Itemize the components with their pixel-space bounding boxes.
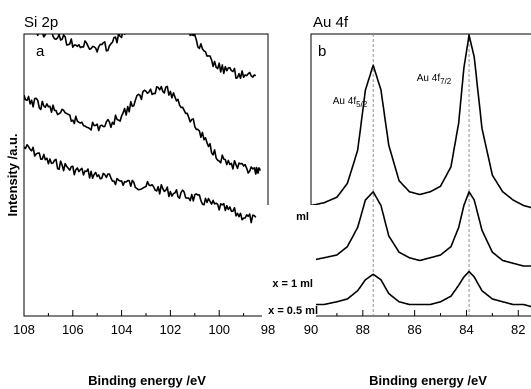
x-tick-label-a-104: 104 — [111, 322, 133, 337]
label-backdrop — [262, 205, 316, 317]
series-line-b-2 — [311, 270, 531, 308]
x-tick-label-a-106: 106 — [62, 322, 84, 337]
x-tick-label-b-84: 84 — [459, 322, 473, 337]
panel-a-series — [24, 34, 261, 224]
panel-b-frame — [310, 33, 531, 317]
x-tick-label-a-98: 98 — [261, 322, 275, 337]
panel-b-label: b — [318, 43, 326, 60]
series-label-05ml: x = 0.5 ml — [268, 305, 318, 317]
panel-b-title: Au 4f — [313, 14, 349, 31]
panel-a-frame — [23, 33, 269, 317]
series-line-b-0 — [311, 34, 531, 209]
panel-b-x-ticks: 90 88 86 84 82 — [304, 310, 526, 337]
series-label-ml: ml — [296, 211, 309, 223]
x-tick-label-b-86: 86 — [407, 322, 421, 337]
x-tick-label-b-90: 90 — [304, 322, 318, 337]
panel-a-ylabel: Intensity /a.u. — [5, 133, 20, 216]
peak-label-au4f52: Au 4f5/2 — [333, 96, 368, 109]
panel-b-reference-lines — [372, 34, 470, 316]
x-tick-label-a-100: 100 — [208, 322, 230, 337]
series-line-a-0 — [24, 143, 257, 224]
x-tick-label-b-88: 88 — [356, 322, 370, 337]
panel-a-title: Si 2p — [24, 14, 58, 31]
series-line-b-1 — [311, 191, 531, 267]
series-line-a-2 — [32, 34, 257, 80]
peak-label-au4f72: Au 4f7/2 — [417, 73, 452, 86]
panel-b-series — [311, 34, 531, 308]
x-tick-label-b-82: 82 — [511, 322, 525, 337]
x-tick-label-a-102: 102 — [160, 322, 182, 337]
panel-b-xlabel: Binding energy /eV — [369, 373, 487, 388]
series-label-1ml: x = 1 ml — [272, 278, 313, 290]
panel-a-xlabel: Binding energy /eV — [88, 373, 206, 388]
x-tick-label-a-108: 108 — [13, 322, 35, 337]
panel-a-x-ticks: 108 106 104 102 100 98 — [13, 310, 275, 337]
panel-a-label: a — [36, 43, 45, 60]
series-line-a-1 — [24, 85, 261, 175]
